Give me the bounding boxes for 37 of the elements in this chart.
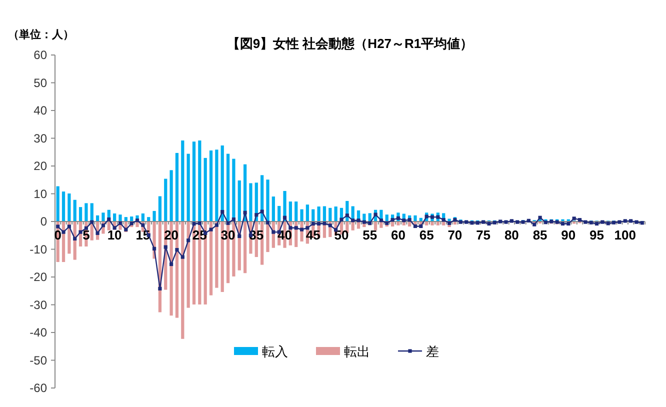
y-tick-label: 20 (34, 159, 48, 173)
x-tick-label: 100 (614, 228, 636, 242)
y-tick-label: 30 (34, 131, 48, 146)
legend-label: 転入 (262, 344, 288, 359)
x-tick-label: 40 (278, 228, 292, 242)
y-tick-label: 60 (34, 48, 48, 62)
x-tick-label: 0 (54, 228, 62, 242)
x-tick-label: 20 (164, 228, 179, 242)
y-tick-label: -30 (30, 298, 48, 312)
x-tick-label: 30 (220, 228, 236, 242)
y-tick-label: -20 (30, 270, 48, 284)
legend-label: 差 (426, 344, 439, 359)
y-tick-label: -10 (30, 242, 48, 256)
x-tick-label: 95 (590, 228, 604, 242)
x-tick-label: 65 (419, 228, 434, 242)
y-tick-label: -60 (30, 381, 48, 395)
x-tick-label: 5 (82, 228, 90, 242)
legend-label: 転出 (344, 344, 370, 359)
x-tick-label: 60 (390, 228, 406, 242)
x-tick-label: 70 (448, 228, 462, 242)
y-tick-label: 0 (40, 214, 48, 228)
x-tick-label: 55 (362, 228, 378, 242)
x-tick-label: 85 (532, 228, 548, 242)
x-tick-label: 90 (561, 228, 576, 242)
y-axis-title: （単位：人） (8, 28, 74, 41)
y-tick-label: -40 (30, 326, 48, 340)
x-tick-label: 25 (192, 228, 207, 242)
x-tick-label: 10 (107, 228, 122, 242)
y-tick-label: 10 (34, 186, 48, 201)
x-tick-label: 75 (476, 228, 491, 242)
chart-title: 【図9】女性 社会動態（H27～R1平均値） (226, 36, 474, 51)
y-tick-label: 40 (34, 104, 48, 118)
y-tick-label: -50 (30, 353, 48, 368)
x-tick-label: 50 (334, 228, 349, 242)
x-tick-label: 80 (504, 228, 519, 242)
x-tick-label: 45 (306, 228, 320, 242)
y-tick-label: 50 (34, 76, 48, 90)
